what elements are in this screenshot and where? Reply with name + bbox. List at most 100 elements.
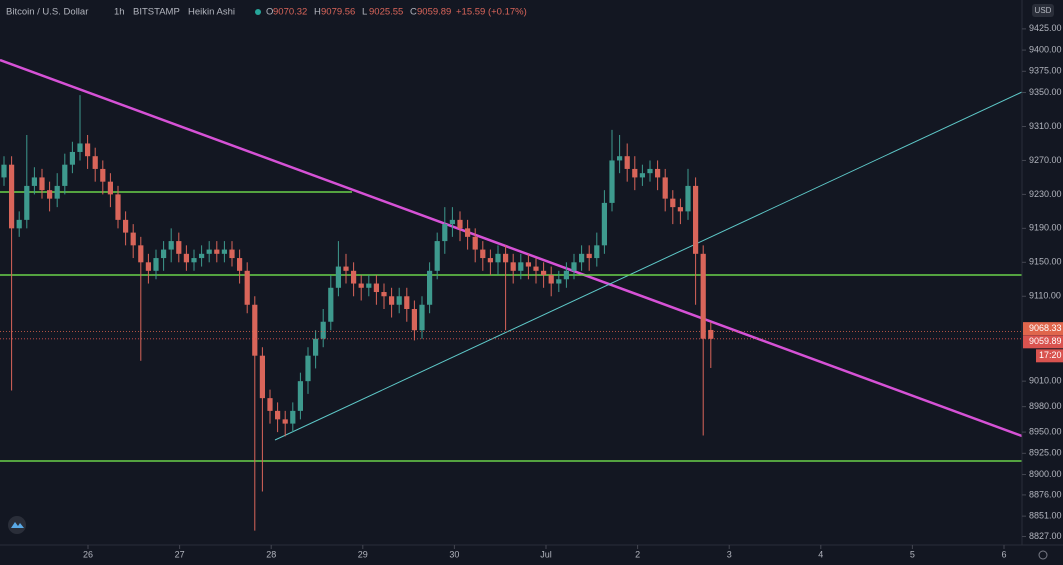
candle-body bbox=[685, 185, 691, 212]
candle-body bbox=[275, 410, 281, 420]
x-tick-label: 26 bbox=[83, 549, 93, 559]
y-tick-label: 9270.00 bbox=[1029, 155, 1062, 165]
currency: USD bbox=[1035, 6, 1052, 15]
candle-body bbox=[434, 241, 440, 271]
candle-body bbox=[419, 304, 425, 331]
price-label-box bbox=[1023, 335, 1063, 349]
y-tick-label: 9230.00 bbox=[1029, 189, 1062, 199]
candle-body bbox=[77, 143, 83, 152]
candle-body bbox=[54, 185, 60, 199]
candle-body bbox=[465, 228, 471, 237]
candle-body bbox=[427, 270, 433, 305]
candle-body bbox=[62, 164, 68, 186]
candle-body bbox=[556, 279, 562, 284]
x-tick-label: Jul bbox=[540, 549, 552, 559]
candle-body bbox=[586, 253, 592, 259]
chart-style: Heikin Ashi bbox=[188, 7, 235, 18]
currency-badge[interactable] bbox=[1032, 4, 1054, 17]
x-tick-label: 3 bbox=[727, 549, 732, 559]
candle-body bbox=[396, 296, 402, 305]
x-tick-label: 30 bbox=[449, 549, 459, 559]
candle-body bbox=[495, 253, 501, 263]
candle-body bbox=[480, 249, 486, 259]
candle-body bbox=[24, 185, 30, 220]
candle-body bbox=[548, 275, 554, 284]
candle-body bbox=[290, 410, 296, 424]
legend-value: 9059.89 bbox=[417, 7, 451, 18]
legend-label: O bbox=[266, 7, 273, 18]
candle-body bbox=[252, 304, 258, 356]
candle-body bbox=[138, 245, 144, 263]
logo-mark bbox=[11, 522, 24, 528]
candle-body bbox=[563, 270, 569, 280]
candle-body bbox=[358, 283, 364, 288]
candle-body bbox=[449, 219, 455, 225]
candle-body bbox=[237, 258, 243, 271]
y-tick-label: 8925.00 bbox=[1029, 448, 1062, 458]
candle-body bbox=[153, 258, 159, 271]
candle-body bbox=[693, 185, 699, 254]
candle-body bbox=[700, 253, 706, 339]
candle-body bbox=[313, 338, 319, 356]
candle-body bbox=[518, 262, 524, 271]
legend-label: C bbox=[410, 7, 417, 18]
candle-body bbox=[343, 266, 349, 271]
candle-body bbox=[632, 168, 638, 178]
candle-body bbox=[305, 355, 311, 382]
candle-body bbox=[411, 309, 417, 331]
candle-body bbox=[404, 296, 410, 310]
candle-body bbox=[609, 160, 615, 203]
y-tick-label: 9310.00 bbox=[1029, 121, 1062, 131]
candle-body bbox=[267, 398, 273, 411]
candle-body bbox=[351, 270, 357, 284]
trend-line bbox=[274, 91, 1023, 441]
candle-body bbox=[457, 219, 463, 229]
y-tick-label: 9150.00 bbox=[1029, 257, 1062, 267]
candle-body bbox=[601, 202, 607, 246]
candle-body bbox=[624, 156, 630, 169]
price-label: 9059.89 bbox=[1029, 336, 1062, 346]
y-tick-label: 9400.00 bbox=[1029, 44, 1062, 54]
candle-body bbox=[161, 249, 167, 259]
status-dot bbox=[255, 9, 261, 15]
symbol: Bitcoin / U.S. Dollar bbox=[6, 7, 88, 18]
price-label: 9068.33 bbox=[1029, 323, 1062, 333]
candle-body bbox=[229, 249, 235, 259]
candle-body bbox=[1, 164, 7, 178]
candle-body bbox=[191, 258, 197, 263]
candle-body bbox=[214, 249, 220, 254]
candle-body bbox=[381, 292, 387, 297]
y-tick-label: 9010.00 bbox=[1029, 376, 1062, 386]
candle-body bbox=[176, 241, 182, 254]
y-tick-label: 8980.00 bbox=[1029, 401, 1062, 411]
candle-body bbox=[130, 232, 136, 246]
candle-body bbox=[503, 253, 509, 263]
candle-body bbox=[639, 173, 645, 178]
candle-body bbox=[541, 270, 547, 276]
candle-body bbox=[655, 168, 661, 178]
candle-body bbox=[39, 177, 45, 191]
x-tick-label: 28 bbox=[266, 549, 276, 559]
settings[interactable] bbox=[1038, 550, 1048, 560]
legend-value: 9025.55 bbox=[369, 7, 403, 18]
interval: 1h bbox=[114, 7, 125, 18]
candle-body bbox=[85, 143, 91, 157]
y-tick-label: 8876.00 bbox=[1029, 489, 1062, 499]
candle-body bbox=[297, 381, 303, 411]
candle-body bbox=[510, 262, 516, 271]
y-tick-label: 9425.00 bbox=[1029, 23, 1062, 33]
countdown-box bbox=[1036, 349, 1063, 363]
ohlc-legend: O 9070.32 H 9079.56 L 9025.55 C 9059.89 bbox=[266, 7, 451, 18]
candle-body bbox=[670, 198, 676, 208]
candle-body bbox=[571, 262, 577, 271]
candle-body bbox=[708, 329, 714, 339]
y-tick-label: 8851.00 bbox=[1029, 511, 1062, 521]
change: +15.59 (+0.17%) bbox=[456, 7, 527, 18]
x-tick-label: 27 bbox=[175, 549, 185, 559]
candle-body bbox=[145, 262, 151, 271]
countdown: 17:20 bbox=[1039, 350, 1062, 360]
y-tick-label: 8827.00 bbox=[1029, 531, 1062, 541]
legend-label: H bbox=[314, 7, 321, 18]
candle-body bbox=[31, 177, 37, 186]
